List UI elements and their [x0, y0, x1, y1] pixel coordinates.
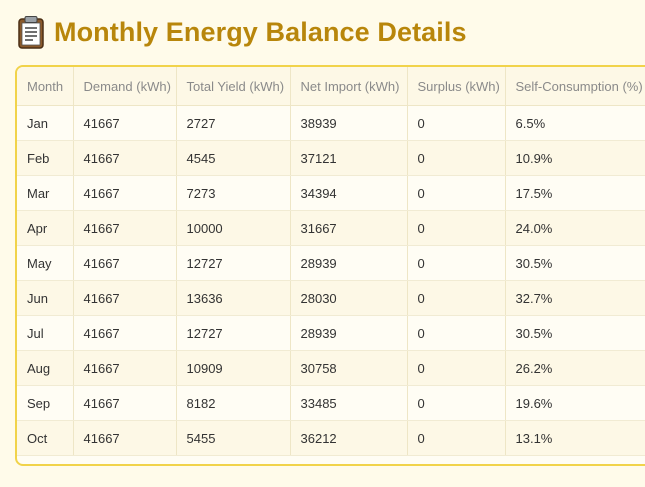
clipboard-icon	[17, 15, 45, 49]
surplus-cell: 0	[407, 315, 506, 351]
table-body: Jan 41667 2727 38939 0 6.5% Feb 41667 4545 37121 0…	[17, 105, 645, 456]
column-header-month: Month	[17, 67, 74, 106]
column-header-surplus: Surplus (kWh)	[407, 67, 506, 106]
demand-cell: 41667	[73, 105, 177, 141]
month-cell: May	[17, 245, 74, 281]
net-import-cell: 37121	[290, 140, 408, 176]
table-row: Jul 41667 12727 28939 0 30.5%	[17, 315, 645, 351]
demand-cell: 41667	[73, 350, 177, 386]
month-cell: Jan	[17, 105, 74, 141]
table-row: Aug 41667 10909 30758 0 26.2%	[17, 350, 645, 386]
self-consumption-cell: 30.5%	[505, 245, 645, 281]
net-import-cell: 36212	[290, 420, 408, 456]
month-cell: Mar	[17, 175, 74, 211]
net-import-cell: 28939	[290, 245, 408, 281]
self-consumption-cell: 30.5%	[505, 315, 645, 351]
total-yield-cell: 10909	[176, 350, 291, 386]
demand-cell: 41667	[73, 385, 177, 421]
total-yield-cell: 8182	[176, 385, 291, 421]
page-header: Monthly Energy Balance Details	[17, 14, 467, 50]
surplus-cell: 0	[407, 175, 506, 211]
energy-balance-table: Month Demand (kWh) Total Yield (kWh) Net…	[17, 67, 645, 456]
net-import-cell: 38939	[290, 105, 408, 141]
net-import-cell: 30758	[290, 350, 408, 386]
total-yield-cell: 4545	[176, 140, 291, 176]
self-consumption-cell: 26.2%	[505, 350, 645, 386]
column-header-demand: Demand (kWh)	[73, 67, 177, 106]
total-yield-cell: 13636	[176, 280, 291, 316]
surplus-cell: 0	[407, 245, 506, 281]
surplus-cell: 0	[407, 140, 506, 176]
total-yield-cell: 10000	[176, 210, 291, 246]
month-cell: Oct	[17, 420, 74, 456]
self-consumption-cell: 13.1%	[505, 420, 645, 456]
surplus-cell: 0	[407, 350, 506, 386]
demand-cell: 41667	[73, 175, 177, 211]
surplus-cell: 0	[407, 385, 506, 421]
surplus-cell: 0	[407, 105, 506, 141]
page-title: Monthly Energy Balance Details	[54, 16, 467, 47]
total-yield-cell: 2727	[176, 105, 291, 141]
column-header-self-consumption: Self-Consumption (%)	[505, 67, 645, 106]
demand-cell: 41667	[73, 280, 177, 316]
month-cell: Sep	[17, 385, 74, 421]
table-row: Jun 41667 13636 28030 0 32.7%	[17, 280, 645, 316]
self-consumption-cell: 19.6%	[505, 385, 645, 421]
demand-cell: 41667	[73, 140, 177, 176]
month-cell: Aug	[17, 350, 74, 386]
surplus-cell: 0	[407, 280, 506, 316]
table-row: Mar 41667 7273 34394 0 17.5%	[17, 175, 645, 211]
self-consumption-cell: 32.7%	[505, 280, 645, 316]
column-header-net-import: Net Import (kWh)	[290, 67, 408, 106]
net-import-cell: 31667	[290, 210, 408, 246]
month-cell: Jun	[17, 280, 74, 316]
demand-cell: 41667	[73, 210, 177, 246]
total-yield-cell: 12727	[176, 245, 291, 281]
surplus-cell: 0	[407, 210, 506, 246]
table-row: Oct 41667 5455 36212 0 13.1%	[17, 420, 645, 456]
net-import-cell: 33485	[290, 385, 408, 421]
self-consumption-cell: 17.5%	[505, 175, 645, 211]
table-row: Jan 41667 2727 38939 0 6.5%	[17, 105, 645, 141]
energy-balance-table-card: Month Demand (kWh) Total Yield (kWh) Net…	[15, 65, 645, 466]
month-cell: Apr	[17, 210, 74, 246]
net-import-cell: 28030	[290, 280, 408, 316]
demand-cell: 41667	[73, 315, 177, 351]
total-yield-cell: 5455	[176, 420, 291, 456]
surplus-cell: 0	[407, 420, 506, 456]
table-row: Sep 41667 8182 33485 0 19.6%	[17, 385, 645, 421]
self-consumption-cell: 6.5%	[505, 105, 645, 141]
demand-cell: 41667	[73, 420, 177, 456]
net-import-cell: 34394	[290, 175, 408, 211]
table-header-row: Month Demand (kWh) Total Yield (kWh) Net…	[17, 67, 645, 106]
total-yield-cell: 7273	[176, 175, 291, 211]
net-import-cell: 28939	[290, 315, 408, 351]
column-header-total-yield: Total Yield (kWh)	[176, 67, 291, 106]
self-consumption-cell: 10.9%	[505, 140, 645, 176]
month-cell: Feb	[17, 140, 74, 176]
month-cell: Jul	[17, 315, 74, 351]
self-consumption-cell: 24.0%	[505, 210, 645, 246]
table-row: Apr 41667 10000 31667 0 24.0%	[17, 210, 645, 246]
demand-cell: 41667	[73, 245, 177, 281]
total-yield-cell: 12727	[176, 315, 291, 351]
table-row: May 41667 12727 28939 0 30.5%	[17, 245, 645, 281]
table-row: Feb 41667 4545 37121 0 10.9%	[17, 140, 645, 176]
